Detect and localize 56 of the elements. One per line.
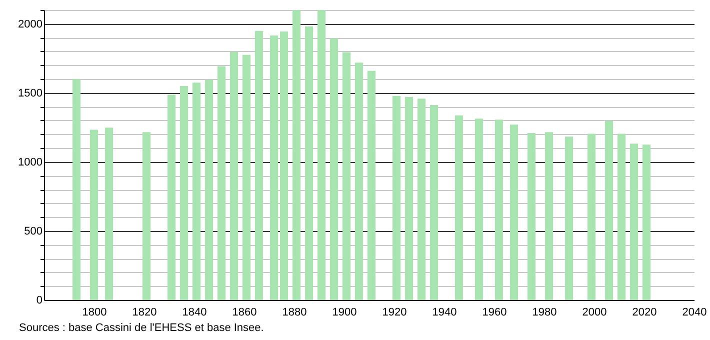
y-tick-label: 500 [24, 225, 42, 238]
bar [168, 94, 176, 300]
bar [545, 132, 553, 300]
x-tick-label: 2020 [632, 306, 657, 318]
bar [90, 130, 98, 300]
y-tick-label: 0 [36, 294, 42, 306]
bar [618, 134, 626, 300]
bar [105, 128, 113, 300]
x-tick-label: 1880 [282, 306, 307, 318]
x-tick-label: 1960 [482, 306, 507, 318]
bar [205, 80, 213, 300]
x-tick-label: 1920 [382, 306, 407, 318]
bar [242, 54, 250, 300]
bar [430, 105, 438, 300]
bar [280, 32, 288, 300]
bar [630, 144, 638, 300]
y-tick-label: 1500 [18, 87, 42, 100]
x-tick-label: 1860 [232, 306, 257, 318]
bar [642, 144, 650, 300]
bar [305, 26, 313, 300]
bar [230, 52, 238, 300]
x-tick-label: 1980 [532, 306, 557, 318]
x-tick-label: 1900 [332, 306, 357, 318]
bar [605, 121, 613, 300]
bar [342, 52, 350, 300]
bar [565, 136, 573, 300]
y-tick-label: 2000 [18, 18, 42, 30]
bar [368, 70, 376, 300]
bar [405, 97, 413, 300]
x-tick-label: 2040 [682, 306, 707, 318]
bar [142, 132, 150, 300]
bar [355, 62, 363, 300]
x-tick-label: 1840 [182, 306, 207, 318]
bar [218, 66, 226, 300]
bar [475, 118, 483, 300]
x-tick-label: 1820 [132, 306, 157, 318]
x-tick-label: 2000 [582, 306, 607, 318]
bar [255, 30, 263, 300]
bar [510, 124, 518, 300]
bar [192, 82, 200, 300]
bar [318, 10, 326, 300]
bar [495, 120, 503, 300]
bar [528, 133, 536, 300]
bar [72, 79, 80, 300]
bar [330, 38, 338, 300]
bar [588, 134, 596, 300]
bar [292, 10, 300, 300]
bar [418, 98, 426, 300]
bar [392, 96, 400, 300]
bar [455, 115, 463, 300]
x-tick-label: 1940 [432, 306, 457, 318]
bar [270, 36, 278, 300]
source-note: Sources : base Cassini de l'EHESS et base Insee. [19, 322, 264, 334]
y-tick-label: 1000 [18, 156, 42, 168]
x-tick-label: 1800 [82, 306, 107, 318]
bar [180, 86, 188, 300]
